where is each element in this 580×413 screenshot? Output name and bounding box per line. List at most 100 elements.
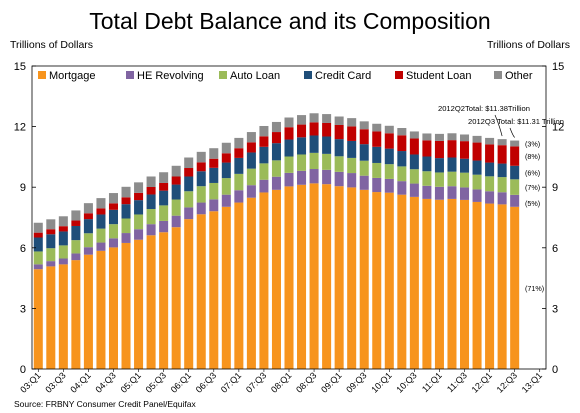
legend-label-other: Other: [505, 70, 533, 82]
bar-other-04q3: [108, 193, 118, 204]
bar-student-loan-09q4: [372, 131, 382, 147]
bar-auto-loan-10q4: [422, 171, 432, 186]
bar-student-loan-12q3: [510, 146, 520, 166]
bar-auto-loan-06q2: [196, 186, 206, 203]
bar-other-07q1: [234, 137, 244, 149]
bar-student-loan-08q3: [309, 122, 319, 136]
bar-student-loan-05q1: [134, 192, 144, 201]
bar-other-03q4: [71, 210, 81, 221]
bar-auto-loan-08q4: [322, 153, 332, 170]
bar-student-loan-03q2: [46, 229, 56, 235]
bar-auto-loan-07q3: [259, 163, 269, 180]
bar-credit-card-04q3: [108, 209, 118, 225]
bar-auto-loan-10q3: [409, 169, 419, 184]
bar-credit-card-07q4: [271, 143, 281, 161]
bar-mortgage-06q1: [184, 219, 194, 369]
x-tick-label: 11:Q1: [420, 370, 444, 394]
bar-mortgage-11q1: [434, 199, 444, 369]
bar-other-10q3: [409, 131, 419, 139]
bar-other-10q4: [422, 133, 432, 141]
bar-credit-card-06q4: [221, 162, 231, 179]
bar-mortgage-04q1: [83, 254, 93, 369]
bar-mortgage-04q2: [96, 250, 106, 369]
bar-credit-card-07q2: [246, 152, 256, 169]
bar-auto-loan-09q3: [359, 160, 369, 176]
y-tick-label-right: 3: [552, 303, 558, 315]
composition-label-he-revolving: (5%): [525, 199, 540, 208]
composition-labels: (3%) (8%) (6%) (7%) (5%) (71%): [525, 140, 544, 293]
bar-he-revolving-05q4: [171, 215, 181, 228]
bar-student-loan-03q1: [33, 232, 43, 238]
bar-mortgage-03q3: [58, 264, 68, 369]
bar-mortgage-05q3: [159, 232, 169, 369]
bar-credit-card-03q3: [58, 231, 68, 246]
bar-auto-loan-05q4: [171, 199, 181, 216]
bar-student-loan-09q3: [359, 129, 369, 145]
bar-credit-card-03q1: [33, 237, 43, 252]
bar-student-loan-03q4: [71, 220, 81, 226]
bar-other-07q3: [259, 125, 269, 137]
bar-mortgage-03q4: [71, 260, 81, 369]
legend-swatch-other: [494, 71, 502, 79]
bar-he-revolving-10q1: [384, 178, 394, 193]
bar-he-revolving-07q2: [246, 185, 256, 198]
arrow-2012q2: [494, 114, 503, 137]
bar-other-03q3: [58, 216, 68, 227]
bar-other-03q2: [46, 219, 56, 230]
bar-auto-loan-09q1: [334, 156, 344, 172]
bar-mortgage-11q4: [472, 201, 482, 369]
bar-student-loan-05q4: [171, 176, 181, 185]
bar-he-revolving-06q3: [209, 199, 219, 212]
bar-he-revolving-05q2: [146, 224, 156, 236]
y-tick-label-right: 15: [552, 61, 564, 73]
bar-student-loan-11q2: [447, 140, 457, 158]
y-tick-label-left: 15: [14, 61, 26, 73]
left-axis-unit-label: Trillions of Dollars: [10, 39, 93, 51]
bar-auto-loan-05q2: [146, 209, 156, 225]
composition-label-other: (3%): [525, 140, 540, 149]
bar-mortgage-12q2: [497, 204, 507, 369]
bar-auto-loan-11q1: [434, 172, 444, 187]
bar-other-05q4: [171, 165, 181, 177]
bar-credit-card-03q2: [46, 234, 56, 249]
bar-other-10q2: [397, 128, 407, 136]
bar-mortgage-05q1: [134, 239, 144, 369]
composition-label-student-loan: (8%): [525, 152, 540, 161]
bar-mortgage-04q3: [108, 247, 118, 369]
x-tick-label: 10:Q1: [369, 370, 393, 394]
bar-student-loan-11q4: [472, 142, 482, 161]
bar-he-revolving-06q4: [221, 194, 231, 207]
bar-he-revolving-04q3: [108, 238, 118, 248]
bar-he-revolving-09q4: [372, 177, 382, 193]
bar-student-loan-10q3: [409, 138, 419, 155]
x-tick-label: 06:Q1: [169, 370, 193, 394]
bar-auto-loan-06q1: [184, 191, 194, 208]
bar-mortgage-03q1: [33, 269, 43, 369]
x-tick-label: 03:Q3: [43, 370, 67, 394]
bar-he-revolving-11q2: [447, 186, 457, 199]
bar-other-09q4: [372, 123, 382, 132]
bar-credit-card-07q1: [234, 157, 244, 174]
bar-credit-card-04q4: [121, 204, 131, 219]
legend: Mortgage HE Revolving Auto Loan Credit Card…: [38, 70, 533, 82]
bar-auto-loan-06q3: [209, 182, 219, 200]
bar-credit-card-07q3: [259, 146, 269, 164]
bar-mortgage-07q3: [259, 192, 269, 369]
bar-auto-loan-12q2: [497, 177, 507, 193]
bar-he-revolving-05q1: [134, 229, 144, 240]
bar-mortgage-07q1: [234, 202, 244, 369]
bar-credit-card-12q2: [497, 163, 507, 178]
bar-he-revolving-03q4: [71, 253, 81, 261]
bar-credit-card-09q1: [334, 139, 344, 157]
bar-credit-card-09q3: [359, 144, 369, 161]
y-tick-label-left: 9: [20, 182, 26, 194]
y-tick-label-right: 0: [552, 364, 558, 376]
bar-other-08q1: [284, 117, 294, 128]
composition-label-credit-card: (6%): [525, 169, 540, 178]
bar-other-11q1: [434, 133, 444, 141]
bar-credit-card-11q4: [472, 160, 482, 175]
bar-credit-card-08q2: [297, 137, 307, 155]
bar-auto-loan-11q2: [447, 171, 457, 187]
y-tick-label-right: 9: [552, 182, 558, 194]
annotation-2012q2-total: 2012Q2Total: $11.38Trillion: [438, 104, 530, 113]
